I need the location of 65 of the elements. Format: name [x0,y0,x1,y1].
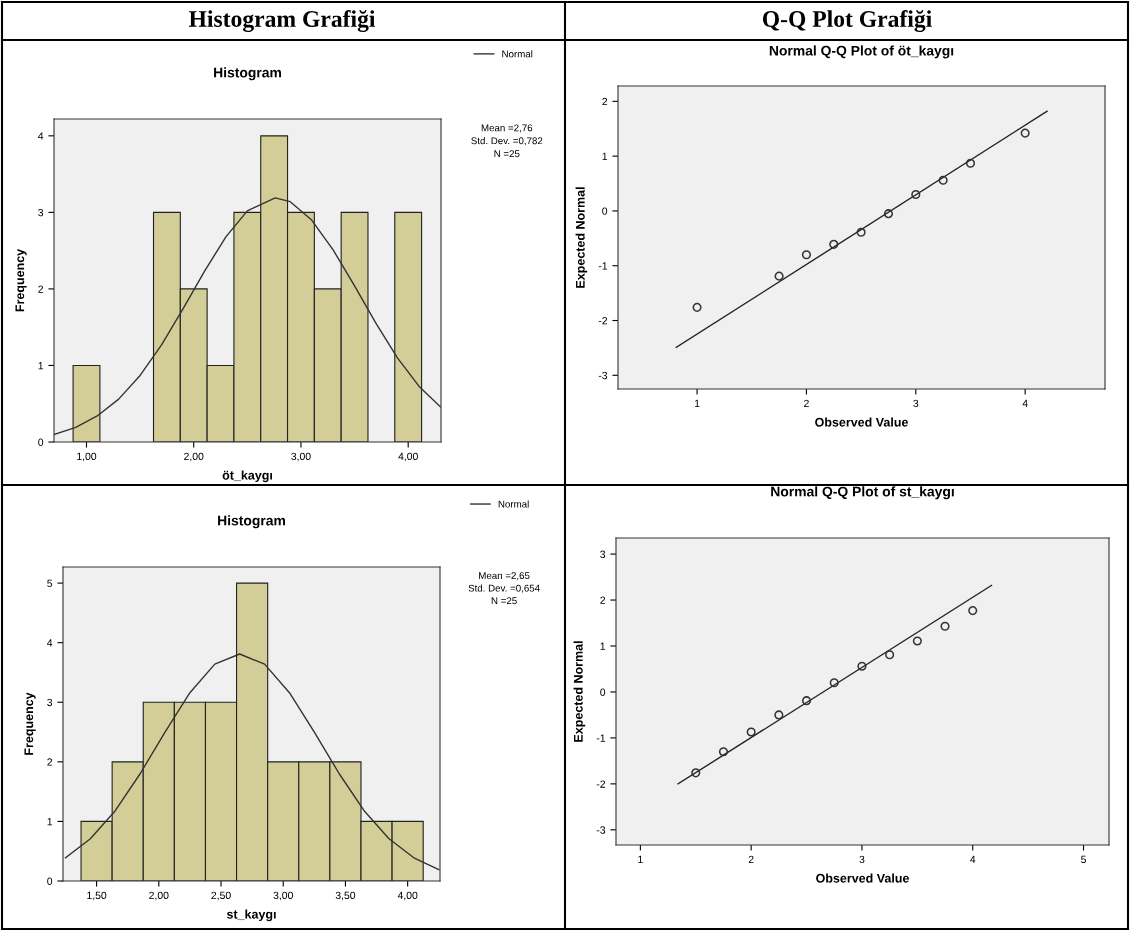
y-tick-label: -3 [596,826,606,834]
y-axis-title: Frequency [24,692,36,755]
y-tick-label: 1 [600,642,606,650]
y-tick-label: 2 [47,758,53,766]
text: Std. Dev. =0,654 [468,584,540,593]
text: Mean =2,76 [481,124,533,133]
x-tick-label: 3,00 [291,452,311,462]
y-tick-label: 5 [47,579,53,587]
chart-subtitle: Histogram [214,67,281,81]
x-tick-label: 2,00 [184,452,204,462]
y-tick-label: 0 [47,877,53,885]
y-tick-label: 3 [38,208,44,217]
y-axis-title: Expected Normal [573,641,586,742]
text: N =25 [491,597,517,605]
x-tick-label: 4,00 [397,891,418,901]
x-tick-label: 2 [748,855,754,863]
legend-label: Normal [498,500,529,508]
chart-title: Histogram Grafiği [188,10,376,32]
text: Mean =2,65 [479,572,530,581]
y-tick-label: 4 [47,639,53,647]
y-tick-label: 4 [38,132,44,140]
y-tick-label: 1 [602,152,608,160]
y-tick-label: -1 [598,262,608,270]
x-tick-label: 2,00 [149,891,169,901]
y-tick-label: 2 [600,596,606,604]
x-tick-label: 4 [1022,399,1028,407]
x-tick-label: 3,50 [335,891,356,901]
legend-label: Normal [502,50,533,58]
y-tick-label: 0 [38,438,44,446]
chart-subtitle: Normal Q-Q Plot of st_kaygı [771,486,954,500]
x-tick-label: 1 [694,399,700,407]
x-tick-label: 3 [913,399,919,408]
y-tick-label: 1 [38,362,44,370]
x-tick-label: 3,00 [273,891,293,901]
y-tick-label: 0 [600,688,606,696]
y-tick-label: -1 [596,734,606,742]
x-tick-label: 1,00 [77,452,97,462]
x-axis-title: Observed Value [816,873,909,883]
x-tick-label: 4 [970,855,976,863]
y-tick-label: 3 [47,698,53,707]
x-tick-label: 3 [859,855,865,864]
chart-title: Q-Q Plot Grafiği [762,10,932,32]
y-tick-label: 0 [602,207,608,215]
chart-subtitle: Histogram [218,515,285,529]
y-tick-label: -2 [596,780,606,788]
x-axis-title: st_kaygı [226,909,276,922]
text: N =25 [494,150,520,158]
y-axis-title: Frequency [15,248,27,312]
chart-subtitle: Normal Q-Q Plot of öt_kaygı [769,45,954,59]
x-tick-label: 1,50 [87,891,107,901]
x-axis-title: öt_kaygı [222,470,272,483]
x-tick-label: 2 [804,399,809,407]
x-tick-label: 2,50 [211,891,231,901]
y-tick-label: -2 [598,317,608,325]
text: Std. Dev. =0,782 [471,137,543,146]
x-tick-label: 1 [638,855,643,863]
x-axis-title: Observed Value [815,417,908,427]
y-tick-label: 3 [600,550,606,558]
y-tick-label: -3 [598,371,608,380]
y-tick-label: 2 [602,97,608,106]
y-tick-label: 1 [47,818,53,826]
y-tick-label: 2 [38,285,44,293]
x-tick-label: 5 [1081,855,1086,864]
x-tick-label: 4,00 [398,452,418,462]
y-axis-title: Expected Normal [575,187,588,288]
